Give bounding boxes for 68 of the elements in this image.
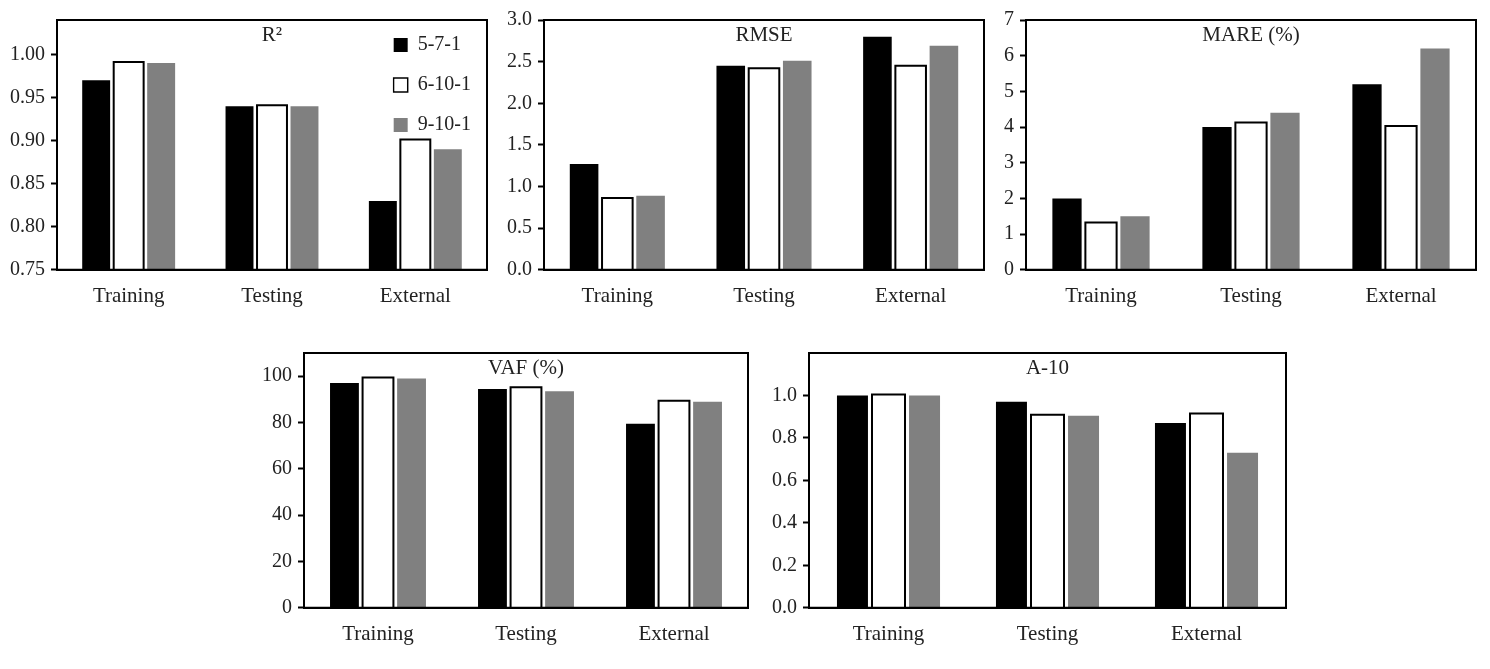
bar	[1420, 48, 1450, 270]
y-tick-label: 60	[272, 456, 292, 479]
legend-label: 6-10-1	[417, 72, 472, 95]
y-tick-label: 1.0	[507, 173, 532, 196]
x-tick-label: Testing	[241, 282, 304, 307]
bar	[1270, 112, 1300, 270]
y-tick-label: 1.5	[507, 132, 532, 155]
y-tick-label: 0.2	[772, 552, 797, 575]
y-tick-label: 80	[272, 409, 292, 432]
bar	[1120, 216, 1150, 270]
bar	[1227, 452, 1259, 608]
y-tick-label: 0.75	[10, 257, 45, 280]
y-tick-label: 100	[262, 363, 292, 386]
y-tick-label: 0.95	[10, 84, 45, 107]
bar	[929, 45, 959, 270]
y-tick-label: 4	[1004, 114, 1014, 137]
y-tick-label: 0.8	[772, 425, 797, 448]
y-tick-label: 1.0	[772, 382, 797, 405]
y-tick-label: 0	[1004, 257, 1014, 280]
legend-label: 5-7-1	[417, 32, 462, 55]
y-tick-label: 5	[1004, 78, 1014, 101]
y-tick-label: 3.0	[507, 7, 532, 30]
x-tick-label: External	[379, 282, 452, 307]
y-tick-label: 2.5	[507, 48, 532, 71]
x-tick-label: External	[1365, 282, 1437, 307]
bar	[1068, 415, 1100, 608]
y-tick-label: 7	[1004, 7, 1014, 30]
y-tick-label: 0.5	[507, 215, 532, 238]
x-tick-label: External	[875, 282, 947, 307]
chart-title: VAF (%)	[487, 355, 565, 380]
x-tick-label: Training	[342, 620, 415, 645]
x-tick-label: External	[1170, 620, 1243, 645]
x-tick-label: Training	[581, 282, 654, 307]
y-tick-label: 0.85	[10, 170, 45, 193]
bar	[636, 195, 665, 270]
chart-title: MARE (%)	[1202, 22, 1300, 47]
x-tick-label: Training	[852, 620, 925, 645]
bar	[693, 401, 722, 608]
y-tick-label: 2.0	[507, 90, 532, 113]
chart-title: A-10	[1025, 355, 1070, 380]
y-tick-label: 2	[1004, 185, 1014, 208]
y-tick-label: 0.90	[10, 127, 45, 150]
y-tick-label: 1	[1004, 221, 1014, 244]
y-tick-label: 40	[272, 502, 292, 525]
bar	[545, 391, 574, 608]
y-tick-label: 0.80	[10, 213, 45, 236]
bar	[782, 60, 812, 270]
y-tick-label: 0.4	[772, 510, 797, 533]
chart-title: RMSE	[735, 22, 793, 47]
bar	[397, 378, 426, 608]
x-tick-label: Testing	[1016, 620, 1079, 645]
bar	[909, 395, 941, 608]
x-tick-label: Training	[92, 282, 165, 307]
y-tick-label: 20	[272, 548, 292, 571]
y-tick-label: 6	[1004, 42, 1014, 65]
legend-label: 9-10-1	[417, 112, 472, 135]
y-tick-label: 0.0	[507, 257, 532, 280]
y-tick-label: 0.0	[772, 595, 797, 618]
x-tick-label: External	[638, 620, 710, 645]
y-tick-label: 1.00	[10, 41, 45, 64]
x-tick-label: Testing	[495, 620, 558, 645]
x-tick-label: Testing	[1220, 282, 1283, 307]
y-tick-label: 0.6	[772, 467, 797, 490]
y-tick-label: 3	[1004, 149, 1014, 172]
y-tick-label: 0	[282, 595, 292, 618]
chart-title: R²	[261, 22, 283, 47]
x-tick-label: Training	[1065, 282, 1138, 307]
x-tick-label: Testing	[733, 282, 796, 307]
